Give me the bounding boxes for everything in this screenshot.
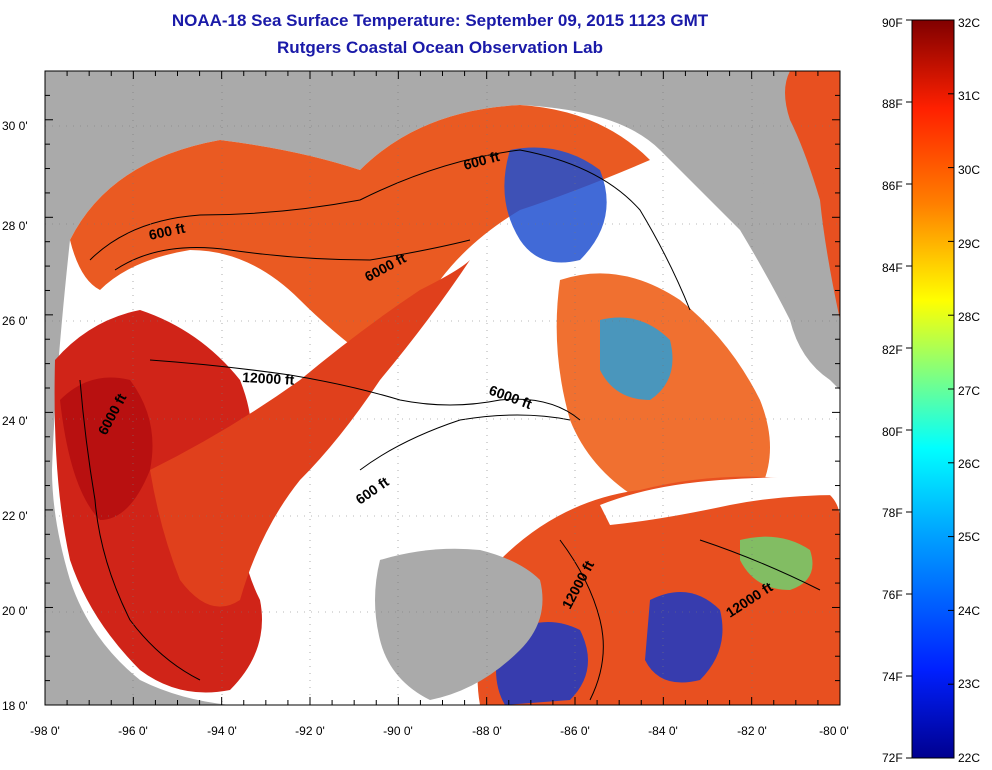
y-tick-label: 22 0' <box>2 509 28 523</box>
contour-12000-channel <box>559 539 604 701</box>
colorbar-c-label: 23C <box>958 677 980 691</box>
x-tick-label: -86 0' <box>560 724 590 738</box>
x-tick-label: -96 0' <box>118 724 148 738</box>
contour-6000-north <box>114 239 471 271</box>
axis-ticks <box>44 70 841 706</box>
y-tick-label: 20 0' <box>2 604 28 618</box>
map-subtitle: Rutgers Coastal Ocean Observation Lab <box>277 38 603 57</box>
northern-shelf <box>70 105 650 360</box>
contour-12000-caribbean <box>699 539 821 591</box>
x-tick-label: -82 0' <box>737 724 767 738</box>
colorbar-c-label: 24C <box>958 604 980 618</box>
x-tick-label: -90 0' <box>383 724 413 738</box>
colorbar-ticks <box>906 19 954 759</box>
cool-patch-e <box>600 317 673 400</box>
colorbar-c-label: 26C <box>958 457 980 471</box>
colorbar-c-label: 30C <box>958 163 980 177</box>
colorbar-f-label: 82F <box>882 343 903 357</box>
colorbar-c-label: 25C <box>958 530 980 544</box>
contour-600-central <box>359 414 571 471</box>
map-title: NOAA-18 Sea Surface Temperature: Septemb… <box>171 11 709 30</box>
contour-label: 12000 ft <box>242 369 295 388</box>
colorbar-c-labels: 32C 31C 30C 29C 28C 27C 26C 25C 24C 23C … <box>958 16 980 765</box>
atlantic-water <box>785 71 840 320</box>
colorbar-f-label: 80F <box>882 425 903 439</box>
x-tick-label: -88 0' <box>472 724 502 738</box>
central-warm-band <box>150 260 470 607</box>
y-axis-labels: 30 0' 28 0' 26 0' 24 0' 22 0' 20 0' 18 0… <box>2 119 28 713</box>
y-tick-label: 18 0' <box>2 699 28 713</box>
y-tick-label: 28 0' <box>2 219 28 233</box>
bathymetry-contours <box>79 149 821 701</box>
colorbar-f-label: 88F <box>882 97 903 111</box>
colorbar <box>911 19 955 759</box>
cool-patch-ne <box>504 147 607 263</box>
x-axis-labels: -98 0' -96 0' -94 0' -92 0' -90 0' -88 0… <box>30 724 849 738</box>
x-tick-label: -98 0' <box>30 724 60 738</box>
cuba-land <box>600 477 840 525</box>
colorbar-f-labels: 90F 88F 86F 84F 82F 80F 78F 76F 74F 72F <box>882 16 903 765</box>
contour-label: 600 ft <box>147 220 186 243</box>
colorbar-f-label: 72F <box>882 751 903 765</box>
y-tick-label: 26 0' <box>2 314 28 328</box>
colorbar-c-label: 29C <box>958 237 980 251</box>
caribbean-green <box>740 536 813 590</box>
caribbean-cool-2 <box>645 592 723 683</box>
graticule <box>45 71 840 705</box>
contour-6000-west <box>79 379 201 681</box>
colorbar-f-label: 74F <box>882 670 903 684</box>
yucatan-land <box>375 548 543 700</box>
colorbar-c-label: 32C <box>958 16 980 30</box>
colorbar-f-label: 90F <box>882 16 903 30</box>
y-tick-label: 30 0' <box>2 119 28 133</box>
map-panel <box>45 71 840 705</box>
x-tick-label: -84 0' <box>648 724 678 738</box>
x-tick-label: -94 0' <box>207 724 237 738</box>
y-tick-label: 24 0' <box>2 414 28 428</box>
colorbar-c-label: 28C <box>958 310 980 324</box>
contour-600-north <box>89 149 691 311</box>
colorbar-f-label: 78F <box>882 506 903 520</box>
colorbar-c-label: 27C <box>958 384 980 398</box>
colorbar-f-label: 76F <box>882 588 903 602</box>
x-tick-label: -92 0' <box>295 724 325 738</box>
colorbar-f-label: 84F <box>882 261 903 275</box>
florida-land <box>760 150 838 360</box>
colorbar-f-label: 86F <box>882 179 903 193</box>
contour-12000 <box>149 359 581 421</box>
colorbar-c-label: 31C <box>958 89 980 103</box>
x-tick-label: -80 0' <box>819 724 849 738</box>
colorbar-c-label: 22C <box>958 751 980 765</box>
